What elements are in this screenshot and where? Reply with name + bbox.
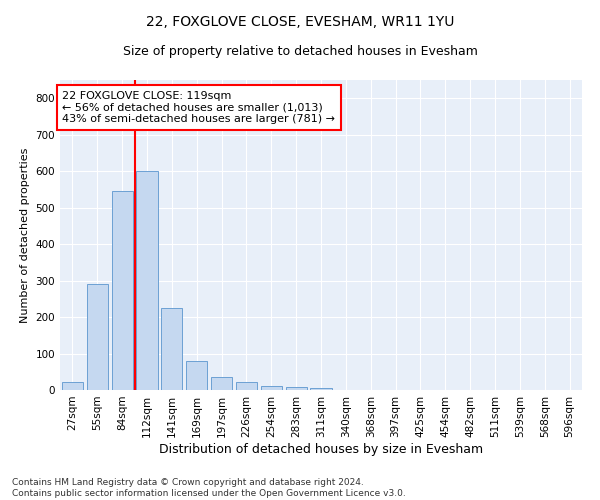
Bar	[236, 382, 257, 390]
Text: 22, FOXGLOVE CLOSE, EVESHAM, WR11 1YU: 22, FOXGLOVE CLOSE, EVESHAM, WR11 1YU	[146, 15, 454, 29]
Text: 22 FOXGLOVE CLOSE: 119sqm
← 56% of detached houses are smaller (1,013)
43% of se: 22 FOXGLOVE CLOSE: 119sqm ← 56% of detac…	[62, 91, 335, 124]
Bar	[310, 388, 332, 390]
Bar	[211, 377, 232, 390]
Text: Size of property relative to detached houses in Evesham: Size of property relative to detached ho…	[122, 45, 478, 58]
Bar	[286, 387, 307, 390]
Bar	[136, 171, 158, 390]
Y-axis label: Number of detached properties: Number of detached properties	[20, 148, 30, 322]
Bar	[161, 308, 182, 390]
Bar	[62, 382, 83, 390]
X-axis label: Distribution of detached houses by size in Evesham: Distribution of detached houses by size …	[159, 442, 483, 456]
Bar	[112, 191, 133, 390]
Text: Contains HM Land Registry data © Crown copyright and database right 2024.
Contai: Contains HM Land Registry data © Crown c…	[12, 478, 406, 498]
Bar	[186, 361, 207, 390]
Bar	[87, 284, 108, 390]
Bar	[261, 386, 282, 390]
